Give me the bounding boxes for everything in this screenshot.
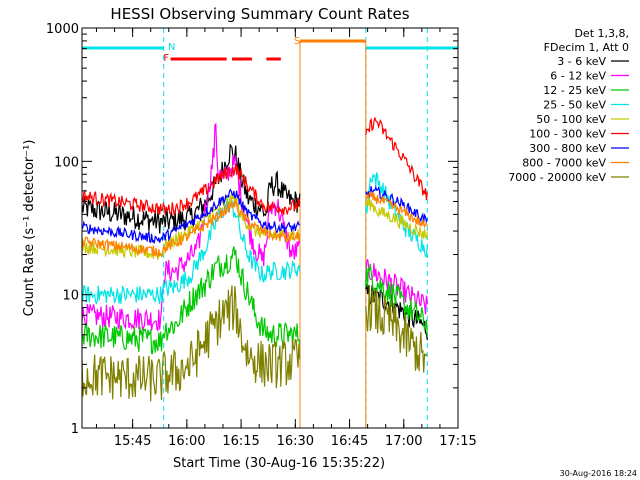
y-tick-label: 1000: [46, 22, 79, 37]
legend-label: 6 - 12 keV: [550, 70, 606, 83]
series-layer: [82, 117, 428, 402]
x-tick-label: 17:15: [439, 434, 476, 449]
flag-s: S: [294, 36, 300, 47]
legend-label: 50 - 100 keV: [536, 113, 606, 126]
legend-label: 25 - 50 keV: [543, 99, 606, 112]
legend-label: 3 - 6 keV: [557, 55, 606, 68]
plot-frame: [81, 27, 459, 429]
series-line-7: [82, 185, 428, 244]
flags-layer: NF S: [163, 36, 300, 64]
series-line-3: [82, 246, 428, 355]
legend: Det 1,3,8,FDecim 1, Att 03 - 6 keV 6 - 12…: [508, 27, 629, 184]
x-tick-label: 16:00: [168, 434, 205, 449]
x-tick-label: 16:30: [277, 434, 314, 449]
y-tick-label: 100: [54, 155, 79, 170]
region-layer: [82, 28, 458, 428]
legend-header: FDecim 1, Att 0: [544, 41, 629, 54]
footer-date: 30-Aug-2016 18:24: [560, 469, 637, 478]
y-axis-label: Count Rate (s⁻¹ detector⁻¹): [22, 140, 37, 317]
y-tick-label: 10: [62, 289, 79, 304]
legend-header: Det 1,3,8,: [574, 27, 629, 40]
legend-label: 800 - 7000 keV: [522, 157, 606, 170]
legend-label: 12 - 25 keV: [543, 84, 606, 97]
x-tick-label: 16:45: [331, 434, 368, 449]
axes-layer: 15:45 16:00 16:15 16:30 16:45 17:00 17:15 1 10 10…: [46, 22, 477, 449]
x-tick-label: 15:45: [114, 434, 151, 449]
chart-title: HESSI Observing Summary Count Rates: [110, 5, 409, 23]
y-tick-label: 1: [71, 422, 79, 437]
x-tick-label: 16:15: [222, 434, 259, 449]
flag-f: F: [163, 53, 169, 64]
legend-label: 7000 - 20000 keV: [508, 171, 606, 184]
flag-n: N: [168, 42, 175, 53]
x-axis-label: Start Time (30-Aug-16 15:35:22): [173, 456, 385, 471]
series-line-9: [82, 284, 428, 402]
series-line-1: [82, 144, 428, 341]
series-line-2: [82, 122, 428, 332]
series-line-6: [82, 117, 428, 217]
series-line-8: [82, 191, 428, 258]
x-tick-label: 17:00: [385, 434, 422, 449]
legend-label: 100 - 300 keV: [529, 128, 606, 141]
legend-label: 300 - 800 keV: [529, 142, 606, 155]
